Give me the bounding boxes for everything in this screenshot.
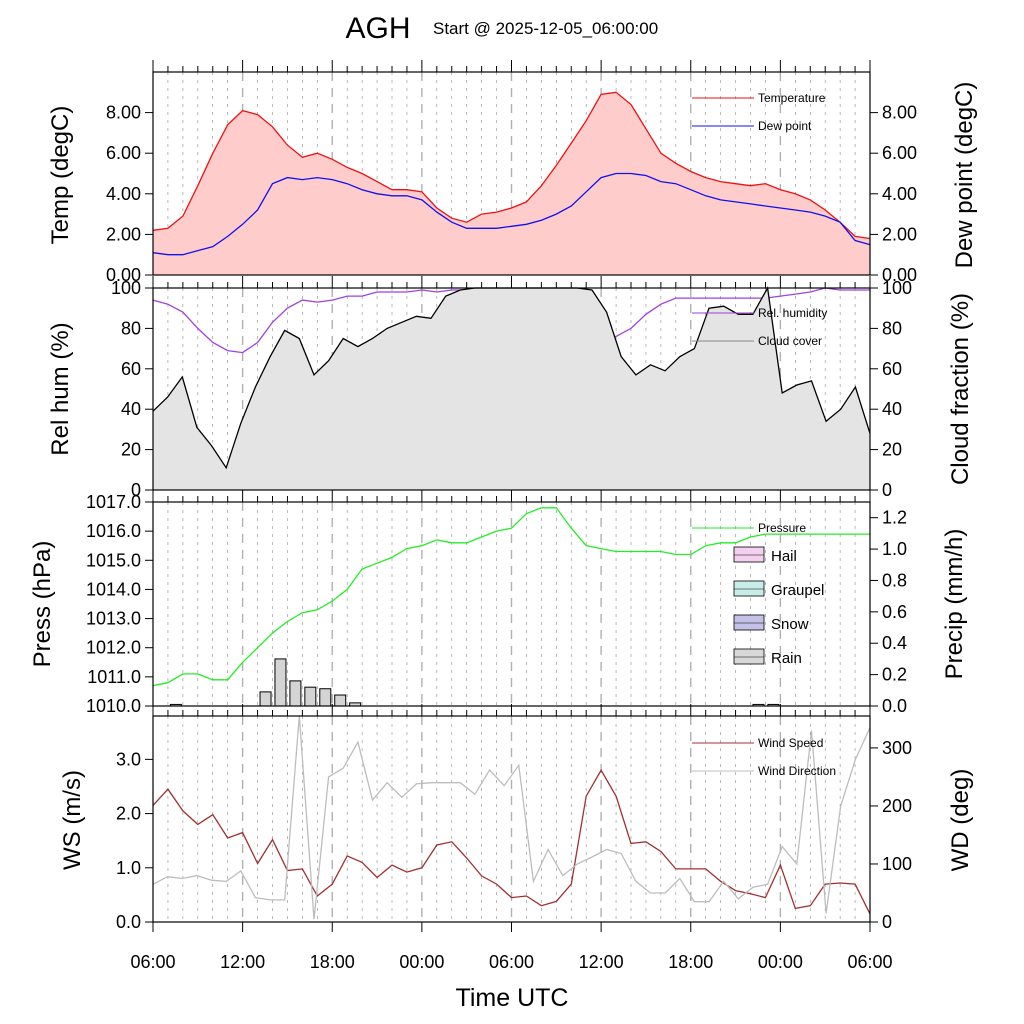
y-axis-title-left: Rel hum (%) — [47, 322, 74, 455]
x-tick-label: 18:00 — [668, 952, 713, 972]
y-tick-label-right: 2.00 — [882, 224, 917, 244]
rain-bar — [334, 694, 347, 707]
legend-label: Graupel — [771, 582, 824, 599]
chart-subtitle: Start @ 2025-12-05_06:00:00 — [433, 19, 658, 38]
y-tick-label-left: 1011.0 — [87, 667, 141, 687]
y-tick-label-left: 1014.0 — [86, 579, 141, 599]
y-tick-label-right: 4.00 — [882, 184, 917, 204]
y-tick-label-left: 8.00 — [106, 103, 141, 123]
y-tick-label-right: 0.00 — [882, 265, 917, 285]
temperature-area — [153, 92, 870, 275]
chart-title: AGH — [345, 12, 410, 45]
legend-box — [733, 580, 765, 597]
x-tick-label: 06:00 — [847, 952, 892, 972]
y-tick-label-right: 200 — [882, 796, 912, 816]
y-tick-label-left: 3.0 — [116, 749, 141, 769]
y-tick-label-right: 0.2 — [882, 665, 907, 685]
legend-label: Dew point — [758, 119, 812, 133]
y-tick-label-left: 100 — [111, 278, 141, 298]
wind-direction-line — [152, 715, 871, 920]
y-tick-label-right: 8.00 — [882, 103, 917, 123]
legend-label: Snow — [771, 616, 809, 633]
legend-label: Temperature — [758, 91, 826, 105]
legend-label: Rel. humidity — [758, 306, 827, 320]
y-axis-title-right: Precip (mm/h) — [941, 529, 968, 680]
y-tick-label-left: 6.00 — [106, 143, 141, 163]
y-tick-label-right: 40 — [882, 399, 902, 419]
cloud-cover-area — [153, 288, 870, 490]
y-axis-title-right: WD (deg) — [947, 769, 974, 872]
legend-box — [733, 614, 765, 631]
legend-label: Wind Direction — [758, 764, 836, 778]
y-axis-title-left: Temp (degC) — [47, 106, 74, 245]
y-axis-title-right: Dew point (degC) — [951, 82, 978, 269]
wind-speed-line — [152, 768, 871, 915]
y-axis-title-left: WS (m/s) — [59, 770, 86, 870]
y-axis-title-left: Press (hPa) — [29, 541, 56, 668]
legend-label: Rain — [771, 650, 802, 667]
rain-bar — [319, 688, 332, 707]
y-tick-label-right: 0.0 — [882, 696, 907, 716]
rain-bar — [304, 686, 317, 707]
temperature-line — [152, 91, 871, 240]
x-tick-label: 18:00 — [310, 952, 355, 972]
rain-bar — [259, 691, 272, 707]
legend-label: Hail — [771, 548, 797, 565]
legend-box — [733, 648, 765, 665]
legend-label: Cloud cover — [758, 334, 822, 348]
y-tick-label-right: 80 — [882, 318, 902, 338]
panel-pressure-precip — [145, 490, 878, 707]
y-tick-label-left: 80 — [121, 318, 141, 338]
y-tick-label-right: 60 — [882, 359, 902, 379]
y-tick-label-right: 300 — [882, 738, 912, 758]
x-axis-title: Time UTC — [456, 984, 569, 1012]
panel-temperature — [145, 60, 878, 276]
y-tick-label-right: 20 — [882, 440, 902, 460]
y-tick-label-left: 2.0 — [116, 804, 141, 824]
y-tick-label-right: 1.2 — [882, 508, 907, 528]
y-tick-label-left: 20 — [121, 440, 141, 460]
rain-bar — [289, 680, 302, 707]
x-tick-label: 06:00 — [489, 952, 534, 972]
y-tick-label-left: 4.00 — [106, 184, 141, 204]
y-tick-label-left: 1010.0 — [86, 696, 141, 716]
y-tick-label-right: 1.0 — [882, 539, 907, 559]
y-tick-label-right: 0 — [882, 912, 892, 932]
legend-box — [733, 546, 765, 563]
panel-wind — [145, 704, 878, 923]
y-tick-label-left: 2.00 — [106, 224, 141, 244]
y-tick-label-left: 0 — [131, 480, 141, 500]
y-tick-label-left: 1013.0 — [86, 609, 141, 629]
x-tick-label: 00:00 — [399, 952, 444, 972]
y-tick-label-left: 0.00 — [106, 265, 141, 285]
y-tick-label-right: 0.4 — [882, 633, 907, 653]
y-tick-label-left: 0.0 — [116, 912, 141, 932]
y-tick-label-left: 1017.0 — [86, 492, 141, 512]
x-tick-label: 06:00 — [130, 952, 175, 972]
y-tick-label-left: 1012.0 — [86, 638, 141, 658]
panel-humidity-cloud — [145, 276, 878, 491]
x-tick-label: 12:00 — [579, 952, 624, 972]
dew-point-line — [152, 172, 871, 256]
y-tick-label-right: 0.8 — [882, 570, 907, 590]
panels: 0.002.004.006.008.000.002.004.006.008.00… — [29, 60, 978, 972]
y-tick-label-left: 1016.0 — [86, 521, 141, 541]
pressure-line — [152, 507, 870, 687]
y-tick-label-left: 40 — [121, 399, 141, 419]
y-tick-label-right: 0.6 — [882, 602, 907, 622]
y-tick-label-left: 1.0 — [116, 858, 141, 878]
y-tick-label-left: 60 — [121, 359, 141, 379]
y-tick-label-right: 100 — [882, 854, 912, 874]
legend-label: Pressure — [758, 521, 806, 535]
x-tick-label: 00:00 — [758, 952, 803, 972]
y-axis-title-right: Cloud fraction (%) — [947, 293, 974, 485]
legend-label: Wind Speed — [758, 736, 823, 750]
y-tick-label-right: 6.00 — [882, 143, 917, 163]
y-tick-label-right: 100 — [882, 278, 912, 298]
x-tick-label: 12:00 — [220, 952, 265, 972]
y-tick-label-right: 0 — [882, 480, 892, 500]
y-tick-label-left: 1015.0 — [86, 550, 141, 570]
rain-bar — [274, 658, 287, 707]
